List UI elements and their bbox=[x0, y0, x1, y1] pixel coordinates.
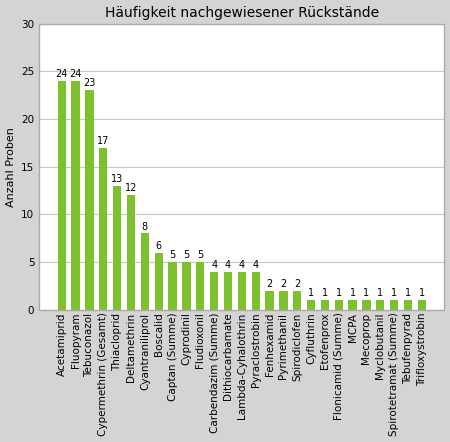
Text: 2: 2 bbox=[280, 279, 287, 289]
Bar bbox=[348, 300, 357, 310]
Text: 1: 1 bbox=[419, 288, 425, 298]
Text: 4: 4 bbox=[211, 260, 217, 270]
Text: 1: 1 bbox=[364, 288, 369, 298]
Text: 5: 5 bbox=[197, 250, 203, 260]
Bar bbox=[238, 272, 246, 310]
Bar bbox=[210, 272, 218, 310]
Text: 12: 12 bbox=[125, 183, 137, 193]
Text: 24: 24 bbox=[69, 69, 82, 79]
Bar bbox=[279, 291, 288, 310]
Bar bbox=[404, 300, 412, 310]
Bar bbox=[99, 148, 108, 310]
Text: 1: 1 bbox=[405, 288, 411, 298]
Bar bbox=[86, 90, 94, 310]
Text: 24: 24 bbox=[56, 69, 68, 79]
Bar bbox=[182, 262, 191, 310]
Title: Häufigkeit nachgewiesener Rückstände: Häufigkeit nachgewiesener Rückstände bbox=[105, 6, 379, 19]
Bar bbox=[113, 186, 122, 310]
Bar bbox=[58, 81, 66, 310]
Bar bbox=[376, 300, 384, 310]
Text: 17: 17 bbox=[97, 136, 109, 146]
Bar bbox=[141, 233, 149, 310]
Bar bbox=[321, 300, 329, 310]
Text: 5: 5 bbox=[170, 250, 176, 260]
Bar bbox=[266, 291, 274, 310]
Bar bbox=[390, 300, 398, 310]
Text: 1: 1 bbox=[391, 288, 397, 298]
Text: 23: 23 bbox=[83, 78, 96, 88]
Bar bbox=[196, 262, 204, 310]
Bar bbox=[127, 195, 135, 310]
Text: 13: 13 bbox=[111, 174, 123, 184]
Text: 1: 1 bbox=[308, 288, 314, 298]
Text: 1: 1 bbox=[350, 288, 356, 298]
Text: 1: 1 bbox=[336, 288, 342, 298]
Text: 5: 5 bbox=[183, 250, 189, 260]
Bar bbox=[293, 291, 302, 310]
Text: 1: 1 bbox=[322, 288, 328, 298]
Bar bbox=[362, 300, 371, 310]
Text: 4: 4 bbox=[239, 260, 245, 270]
Text: 1: 1 bbox=[377, 288, 383, 298]
Bar bbox=[252, 272, 260, 310]
Bar bbox=[335, 300, 343, 310]
Text: 4: 4 bbox=[225, 260, 231, 270]
Bar bbox=[224, 272, 232, 310]
Bar bbox=[155, 252, 163, 310]
Bar bbox=[307, 300, 315, 310]
Y-axis label: Anzahl Proben: Anzahl Proben bbox=[5, 127, 16, 206]
Bar bbox=[168, 262, 177, 310]
Text: 8: 8 bbox=[142, 221, 148, 232]
Text: 4: 4 bbox=[252, 260, 259, 270]
Bar bbox=[418, 300, 426, 310]
Text: 2: 2 bbox=[266, 279, 273, 289]
Text: 6: 6 bbox=[156, 240, 162, 251]
Bar bbox=[72, 81, 80, 310]
Text: 2: 2 bbox=[294, 279, 300, 289]
